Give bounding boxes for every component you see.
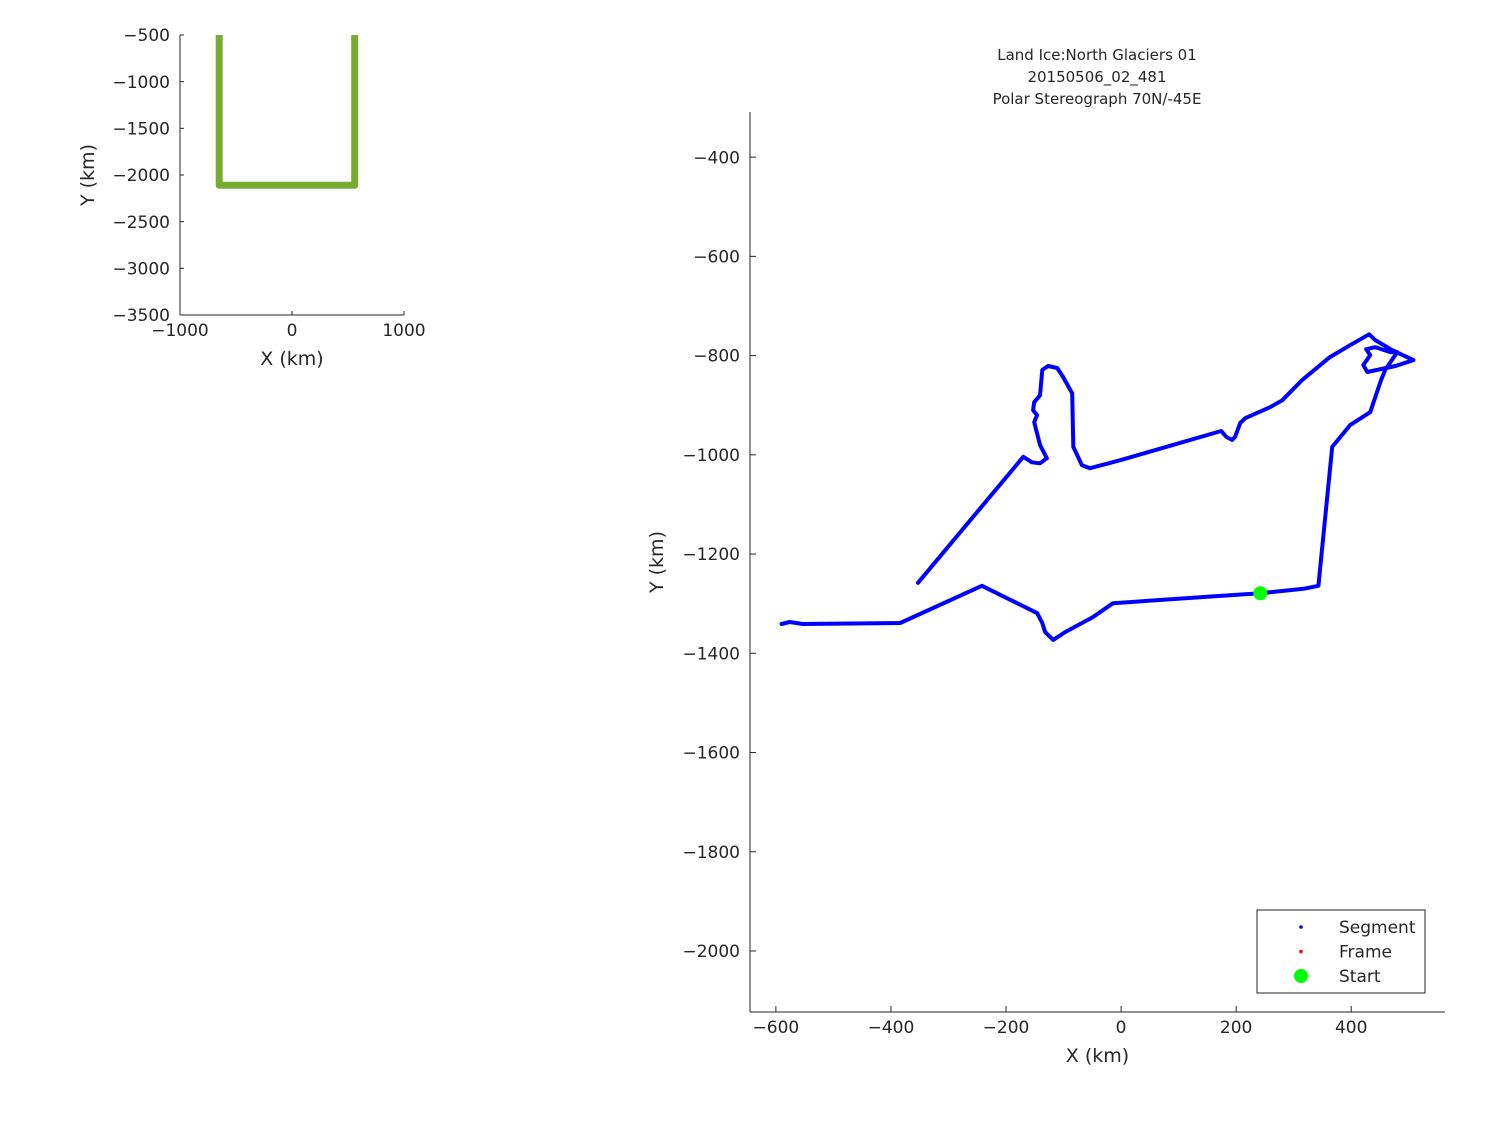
chart-title-line: Land Ice:North Glaciers 01 (997, 46, 1196, 64)
x-tick-label: −1000 (151, 321, 209, 341)
y-tick-label: −1500 (112, 119, 170, 139)
y-tick-label: −600 (693, 247, 740, 267)
x-tick-label: 400 (1335, 1018, 1367, 1038)
x-axis-label: X (km) (260, 348, 323, 370)
chart-title-line: Polar Stereograph 70N/-45E (993, 90, 1202, 108)
x-tick-label: −200 (983, 1018, 1030, 1038)
x-tick-label: 1000 (382, 321, 425, 341)
y-tick-label: −1200 (682, 545, 740, 565)
y-tick-label: −2500 (112, 213, 170, 233)
y-tick-label: −1000 (112, 73, 170, 93)
y-axis-label: Y (km) (77, 144, 99, 207)
x-tick-label: 200 (1220, 1018, 1252, 1038)
segment-line (779, 332, 1416, 642)
legend-marker-start (1294, 969, 1308, 983)
y-axis-label: Y (km) (646, 531, 668, 594)
y-tick-label: −2000 (112, 166, 170, 186)
inset-overview-axes: −1000 0 1000 −3500 −3000 −2500 −2000 −1500 −1000… (77, 26, 426, 370)
x-tick-label: −400 (868, 1018, 915, 1038)
y-tick-label: −800 (693, 347, 740, 367)
series-line (215, 35, 359, 189)
legend-label-start: Start (1339, 967, 1381, 987)
y-tick-label: −1800 (682, 843, 740, 863)
y-tick-label: −500 (123, 26, 170, 46)
legend: Segment Frame Start (1256, 909, 1426, 994)
legend-box (1256, 909, 1426, 994)
legend-marker-frame (1299, 949, 1303, 954)
y-tick-label: −2000 (682, 942, 740, 962)
x-axis-label: X (km) (1066, 1045, 1129, 1067)
y-tick-label: −1600 (682, 744, 740, 764)
legend-label-segment: Segment (1339, 918, 1416, 938)
legend-marker-segment (1299, 925, 1303, 929)
y-tick-label: −3000 (112, 259, 170, 279)
x-tick-label: −600 (753, 1018, 800, 1038)
legend-label-frame: Frame (1339, 943, 1392, 963)
y-tick-label: −1400 (682, 644, 740, 664)
x-tick-label: 0 (287, 321, 298, 341)
main-track-axes: −600 −400 −200 0 200 400−2000−1800−1600−1400−… (646, 46, 1445, 1067)
y-tick-label: −400 (693, 148, 740, 168)
y-tick-label: −1000 (682, 446, 740, 466)
chart-title-line: 20150506_02_481 (1027, 68, 1166, 87)
start-marker (1253, 586, 1268, 601)
x-tick-label: 0 (1116, 1018, 1127, 1038)
y-tick-label: −3500 (112, 306, 170, 326)
